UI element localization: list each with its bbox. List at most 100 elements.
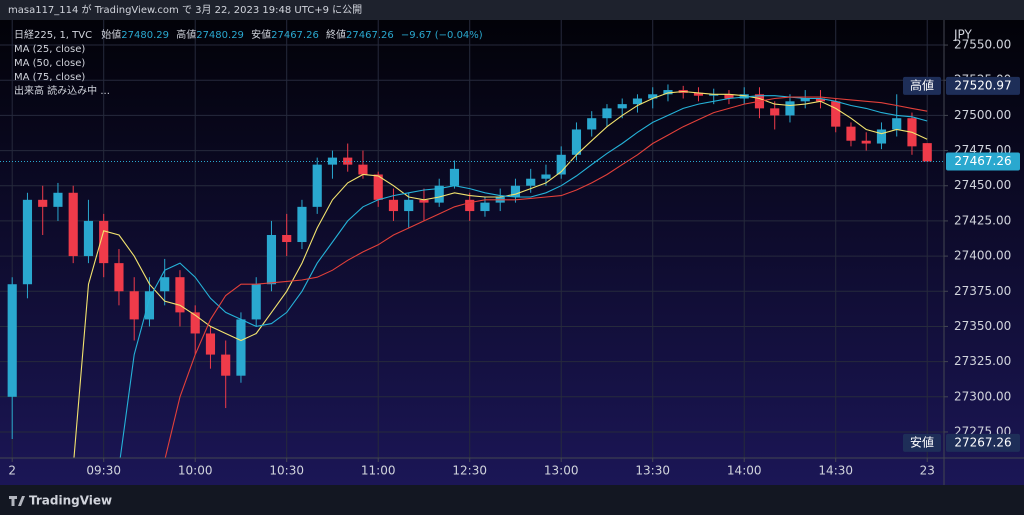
volume-status: 出来高 読み込み中 ... xyxy=(14,84,110,97)
y-tick-label: 27500.00 xyxy=(954,108,1011,122)
candle-body xyxy=(632,98,643,105)
candle-body xyxy=(602,108,612,119)
ohlc-legend: 日経225, 1, TVC 始値27480.29 高値27480.29 安値27… xyxy=(14,28,483,41)
legend-entry: MA (75, close) xyxy=(14,72,85,83)
y-tick-label: 27550.00 xyxy=(954,38,1011,52)
ohlc-label: 始値 xyxy=(101,28,121,41)
candle-body xyxy=(922,143,932,162)
x-tick-label: 11:00 xyxy=(361,464,396,478)
brand-logo xyxy=(9,496,25,506)
legend: 日経225, 1, TVC 始値27480.29 高値27480.29 安値27… xyxy=(14,28,483,97)
low-tag: 安値 xyxy=(910,434,934,449)
x-tick-label: 14:00 xyxy=(727,464,762,478)
currency: JPY xyxy=(953,28,973,42)
grid xyxy=(0,20,944,458)
last-price-label: 27467.26 xyxy=(954,154,1011,168)
ma-line xyxy=(73,90,928,458)
x-tick-label: 13:30 xyxy=(635,464,670,478)
ohlc-value: 27480.29 xyxy=(121,30,169,41)
y-tick-label: 27425.00 xyxy=(954,213,1011,227)
ohlc-value: 27467.26 xyxy=(346,30,394,41)
candle-body xyxy=(556,154,566,175)
candle-body xyxy=(343,157,353,165)
symbol: 日経225, 1, TVC xyxy=(14,28,92,41)
candle-body xyxy=(221,354,231,376)
candle-body xyxy=(724,94,734,99)
ohlc-value: 27467.26 xyxy=(271,30,319,41)
candle-body xyxy=(800,98,810,102)
candle-body xyxy=(876,129,887,144)
high-value-box xyxy=(946,76,1020,95)
candle-body xyxy=(526,178,536,186)
y-tick-label: 27300.00 xyxy=(954,389,1011,403)
candle-body xyxy=(114,263,124,292)
candle-body xyxy=(480,202,490,212)
x-tick-label: 12:30 xyxy=(452,464,487,478)
ma-line xyxy=(164,96,928,458)
high-tag: 高値 xyxy=(910,77,934,92)
y-tick-label: 27350.00 xyxy=(954,319,1011,333)
candle-body xyxy=(617,104,627,109)
candle-body xyxy=(99,220,109,264)
candle-body xyxy=(587,118,597,130)
candle-body xyxy=(815,98,826,102)
candle-body xyxy=(663,90,673,95)
candle-body xyxy=(297,206,307,243)
candle-body xyxy=(251,284,261,320)
candle-body xyxy=(709,94,719,96)
candle-body xyxy=(510,185,521,198)
legend-entry: MA (50, close) xyxy=(14,58,85,69)
candle-body xyxy=(53,192,63,207)
ohlc-value: 27480.29 xyxy=(196,30,244,41)
low-tag-box xyxy=(903,433,941,452)
change: −9.67 (−0.04%) xyxy=(401,30,483,41)
candle-body xyxy=(693,92,704,96)
x-tick-label: 13:00 xyxy=(544,464,579,478)
low-value-box xyxy=(946,433,1020,452)
high-value: 27520.97 xyxy=(954,78,1011,92)
candle-body xyxy=(770,108,780,116)
candle-body xyxy=(38,199,48,207)
brand: TradingView xyxy=(29,494,112,508)
candle-body xyxy=(83,220,94,257)
x-tick-label: 10:00 xyxy=(178,464,213,478)
footer-bar xyxy=(0,485,1024,515)
y-tick-label: 27325.00 xyxy=(954,354,1011,368)
candle-body xyxy=(68,192,78,257)
ohlc-label: 終値 xyxy=(326,28,346,41)
candle-body xyxy=(312,164,322,207)
top-bar xyxy=(0,0,1024,20)
x-tick-label: 2 xyxy=(8,464,16,478)
y-tick-label: 27450.00 xyxy=(954,178,1011,192)
candle-body xyxy=(785,101,795,116)
candle-body xyxy=(160,277,170,292)
candle-body xyxy=(282,234,292,243)
publish-note: masa117_114 が TradingView.com で 3月 22, 2… xyxy=(8,3,362,16)
candle-body xyxy=(22,199,33,285)
y-tick-label: 27375.00 xyxy=(954,284,1011,298)
x-tick-label: 10:30 xyxy=(269,464,304,478)
y-tick-label: 27400.00 xyxy=(954,249,1011,263)
high-tag-box xyxy=(903,76,941,95)
low-value: 27267.26 xyxy=(954,435,1011,449)
candle-body xyxy=(465,199,475,212)
candle-body xyxy=(571,129,582,155)
candle-body xyxy=(144,291,155,320)
ohlc-label: 安値 xyxy=(251,28,271,41)
candle-body xyxy=(327,157,338,165)
chart-background xyxy=(0,20,1024,485)
candle-body xyxy=(358,164,368,175)
candle-body xyxy=(861,140,871,144)
candle-body xyxy=(7,284,17,397)
last-price-box xyxy=(946,152,1020,171)
x-tick-label: 14:30 xyxy=(818,464,853,478)
candle-body xyxy=(846,126,856,141)
candle-body xyxy=(205,333,216,355)
candle-body xyxy=(449,168,460,186)
candle-body xyxy=(434,185,444,203)
candle-body xyxy=(190,312,200,334)
candle-body xyxy=(373,174,383,200)
candle-body xyxy=(388,199,399,212)
